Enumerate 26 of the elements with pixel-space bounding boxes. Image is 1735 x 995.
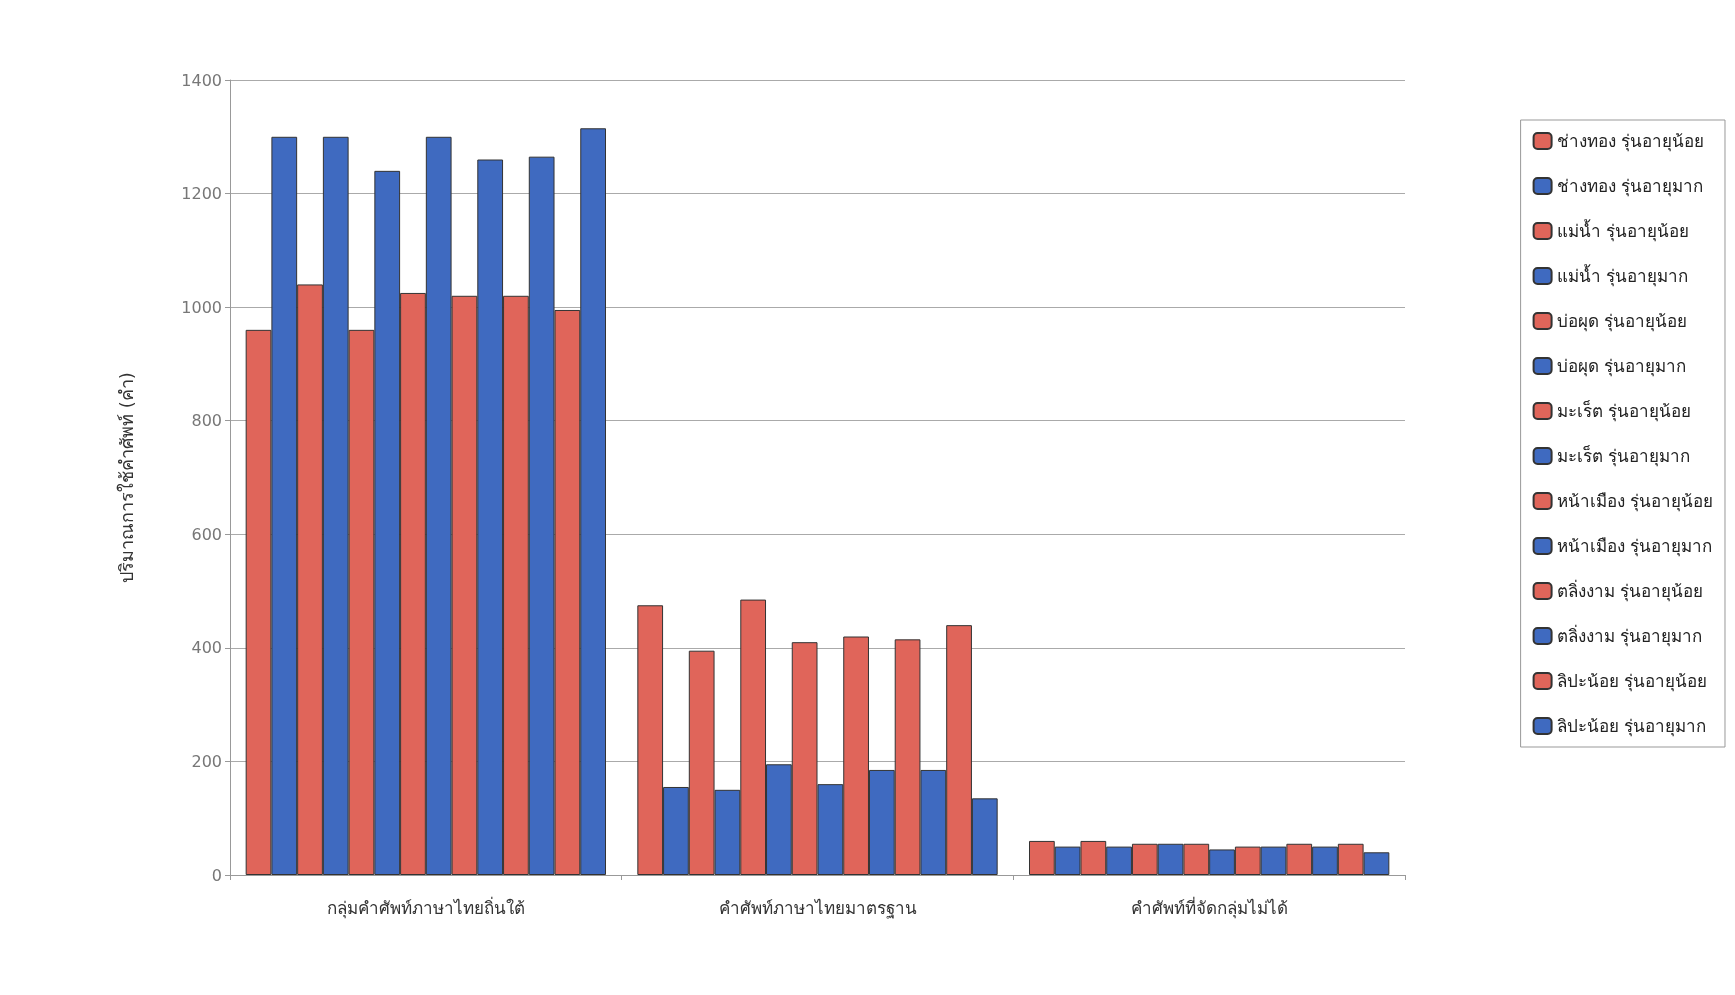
legend-label: ตลิ่งงาม รุ่นอายุมาก <box>1556 624 1702 647</box>
legend-label: มะเร็ต รุ่นอายุมาก <box>1556 445 1690 467</box>
legend-label: ตลิ่งงาม รุ่นอายุน้อย <box>1556 579 1703 602</box>
legend-label: แม่น้ำ รุ่นอายุมาก <box>1556 264 1688 287</box>
legend-label: ลิปะน้อย รุ่นอายุน้อย <box>1556 671 1707 692</box>
y-axis-title: ปริมาณการใช้คำศัพท์ (คำ) <box>115 372 137 583</box>
y-tick-label: 1000 <box>181 297 222 317</box>
y-tick-label: 200 <box>191 751 222 771</box>
x-tick-label: กลุ่มคำศัพท์ภาษาไทยถิ่นใต้ <box>326 895 525 919</box>
y-tick-label: 1200 <box>181 184 222 204</box>
legend-label: แม่น้ำ รุ่นอายุน้อย <box>1556 219 1689 242</box>
y-tick-label: 1400 <box>181 70 222 90</box>
y-tick-label: 600 <box>191 524 222 544</box>
legend-label: ช่างทอง รุ่นอายุมาก <box>1556 176 1703 197</box>
legend-label: มะเร็ต รุ่นอายุน้อย <box>1556 400 1691 422</box>
y-tick-label: 0 <box>211 865 222 885</box>
legend-label: ลิปะน้อย รุ่นอายุมาก <box>1556 716 1706 737</box>
legend-label: ช่างทอง รุ่นอายุน้อย <box>1556 131 1704 152</box>
y-tick-label: 800 <box>191 411 222 431</box>
x-tick-label: คำศัพท์ภาษาไทยมาตรฐาน <box>718 897 917 919</box>
legend-label: หน้าเมือง รุ่นอายุมาก <box>1556 536 1712 557</box>
legend-label: บ่อผุด รุ่นอายุน้อย <box>1556 311 1687 332</box>
y-tick-label: 400 <box>191 638 222 658</box>
x-tick-label: คำศัพท์ที่จัดกลุ่มไม่ได้ <box>1130 895 1288 919</box>
legend-label: บ่อผุด รุ่นอายุมาก <box>1556 356 1686 377</box>
legend-label: หน้าเมือง รุ่นอายุน้อย <box>1556 491 1713 512</box>
